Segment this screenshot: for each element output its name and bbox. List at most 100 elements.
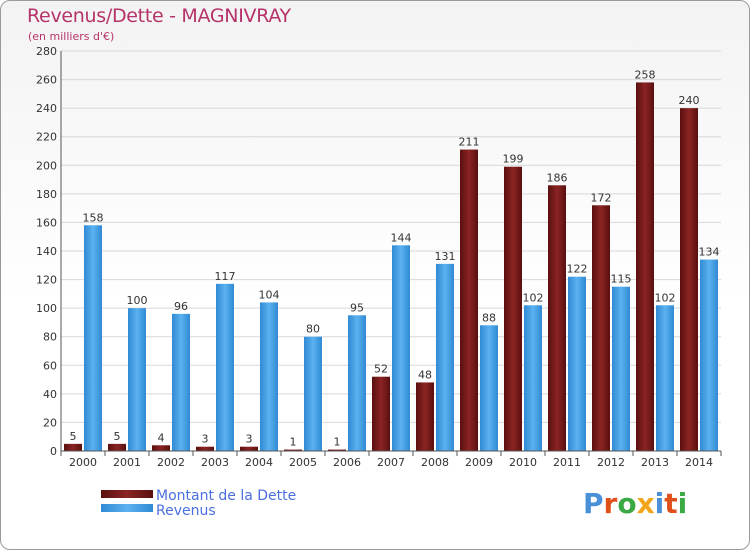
chart-subtitle: (en milliers d'€) — [28, 30, 115, 43]
legend-label-dette: Montant de la Dette — [156, 488, 296, 504]
data-label-dette: 199 — [503, 153, 524, 166]
y-tick-label: 280 — [36, 45, 57, 58]
data-label-revenus: 104 — [259, 288, 280, 301]
y-tick-label: 260 — [36, 74, 57, 87]
bar-revenus — [172, 313, 190, 451]
bar-dette — [152, 445, 170, 451]
bar-revenus — [392, 245, 410, 451]
bar-dette — [372, 376, 390, 451]
legend-swatch-revenus — [101, 504, 153, 512]
data-label-revenus: 96 — [174, 300, 188, 313]
x-tick-label: 2009 — [465, 456, 493, 469]
data-label-dette: 5 — [114, 430, 121, 443]
legend-label-revenus: Revenus — [156, 503, 216, 519]
logo-letter: P — [583, 487, 604, 520]
data-label-revenus: 117 — [215, 270, 236, 283]
data-label-dette: 3 — [246, 433, 253, 446]
y-tick-label: 0 — [50, 445, 57, 458]
bars-layer: 5 158 5 100 4 96 3 117 3 104 1 80 1 95 52 144 48 131 211 88… — [64, 68, 720, 452]
data-label-revenus: 80 — [306, 323, 320, 336]
bar-revenus — [128, 308, 146, 451]
y-tick-label: 40 — [43, 388, 57, 401]
grid-layer — [61, 50, 721, 423]
data-label-revenus: 100 — [127, 294, 148, 307]
data-label-dette: 4 — [158, 431, 165, 444]
data-label-revenus: 158 — [83, 211, 104, 224]
bar-dette — [416, 382, 434, 451]
data-label-revenus: 144 — [391, 231, 412, 244]
logo-letter: i — [677, 487, 688, 520]
data-label-revenus: 102 — [523, 291, 544, 304]
data-label-dette: 211 — [459, 136, 480, 149]
data-label-revenus: 131 — [435, 250, 456, 263]
legend: Montant de la Dette Revenus — [101, 488, 296, 519]
proxiti-logo: Proxiti — [583, 487, 687, 520]
bar-dette — [108, 443, 126, 451]
x-tick-label: 2002 — [157, 456, 185, 469]
data-label-dette: 240 — [679, 94, 700, 107]
bar-revenus — [436, 263, 454, 451]
data-label-revenus: 122 — [567, 263, 588, 276]
logo-letter: r — [603, 487, 618, 520]
x-tick-label: 2013 — [641, 456, 669, 469]
data-label-dette: 52 — [374, 363, 388, 376]
y-tick-label: 80 — [43, 331, 57, 344]
data-label-dette: 5 — [70, 430, 77, 443]
axis-layer: 0204060801001201401601802002202402602802… — [36, 45, 722, 469]
bar-revenus — [260, 302, 278, 451]
y-tick-label: 120 — [36, 274, 57, 287]
bar-dette — [240, 446, 258, 451]
y-tick-label: 140 — [36, 245, 57, 258]
bar-dette — [328, 449, 346, 451]
chart-title: Revenus/Dette - MAGNIVRAY — [27, 5, 291, 27]
y-tick-label: 160 — [36, 216, 57, 229]
bar-dette — [680, 108, 698, 452]
data-label-revenus: 88 — [482, 311, 496, 324]
bar-revenus — [304, 336, 322, 451]
bar-dette — [548, 185, 566, 452]
x-tick-label: 2012 — [597, 456, 625, 469]
y-tick-label: 200 — [36, 159, 57, 172]
data-label-revenus: 134 — [699, 246, 720, 259]
bar-revenus — [348, 315, 366, 451]
x-tick-label: 2000 — [69, 456, 97, 469]
bar-dette — [196, 446, 214, 451]
bar-dette — [64, 443, 82, 451]
x-tick-label: 2007 — [377, 456, 405, 469]
bar-dette — [636, 82, 654, 451]
bar-dette — [504, 166, 522, 451]
logo-letter: o — [617, 487, 637, 520]
x-tick-label: 2005 — [289, 456, 317, 469]
data-label-dette: 3 — [202, 433, 209, 446]
data-label-dette: 1 — [290, 436, 297, 449]
bar-dette — [592, 205, 610, 451]
x-tick-label: 2001 — [113, 456, 141, 469]
data-label-dette: 1 — [334, 436, 341, 449]
x-tick-label: 2003 — [201, 456, 229, 469]
x-tick-label: 2006 — [333, 456, 361, 469]
bar-revenus — [524, 305, 542, 451]
bar-revenus — [656, 305, 674, 451]
bar-dette — [460, 149, 478, 452]
bar-revenus — [612, 286, 630, 451]
y-tick-label: 180 — [36, 188, 57, 201]
y-tick-label: 20 — [43, 416, 57, 429]
x-tick-label: 2014 — [685, 456, 713, 469]
y-tick-label: 240 — [36, 102, 57, 115]
x-tick-label: 2004 — [245, 456, 273, 469]
bar-revenus — [84, 225, 102, 451]
y-tick-label: 220 — [36, 131, 57, 144]
data-label-revenus: 115 — [611, 273, 632, 286]
data-label-dette: 48 — [418, 368, 432, 381]
y-tick-label: 100 — [36, 302, 57, 315]
y-tick-label: 60 — [43, 359, 57, 372]
bar-revenus — [568, 276, 586, 451]
legend-swatch-dette — [101, 490, 153, 498]
bar-revenus — [700, 259, 718, 451]
data-label-revenus: 95 — [350, 301, 364, 314]
data-label-dette: 258 — [635, 68, 656, 81]
logo-letter: x — [636, 487, 655, 520]
data-label-dette: 172 — [591, 191, 612, 204]
